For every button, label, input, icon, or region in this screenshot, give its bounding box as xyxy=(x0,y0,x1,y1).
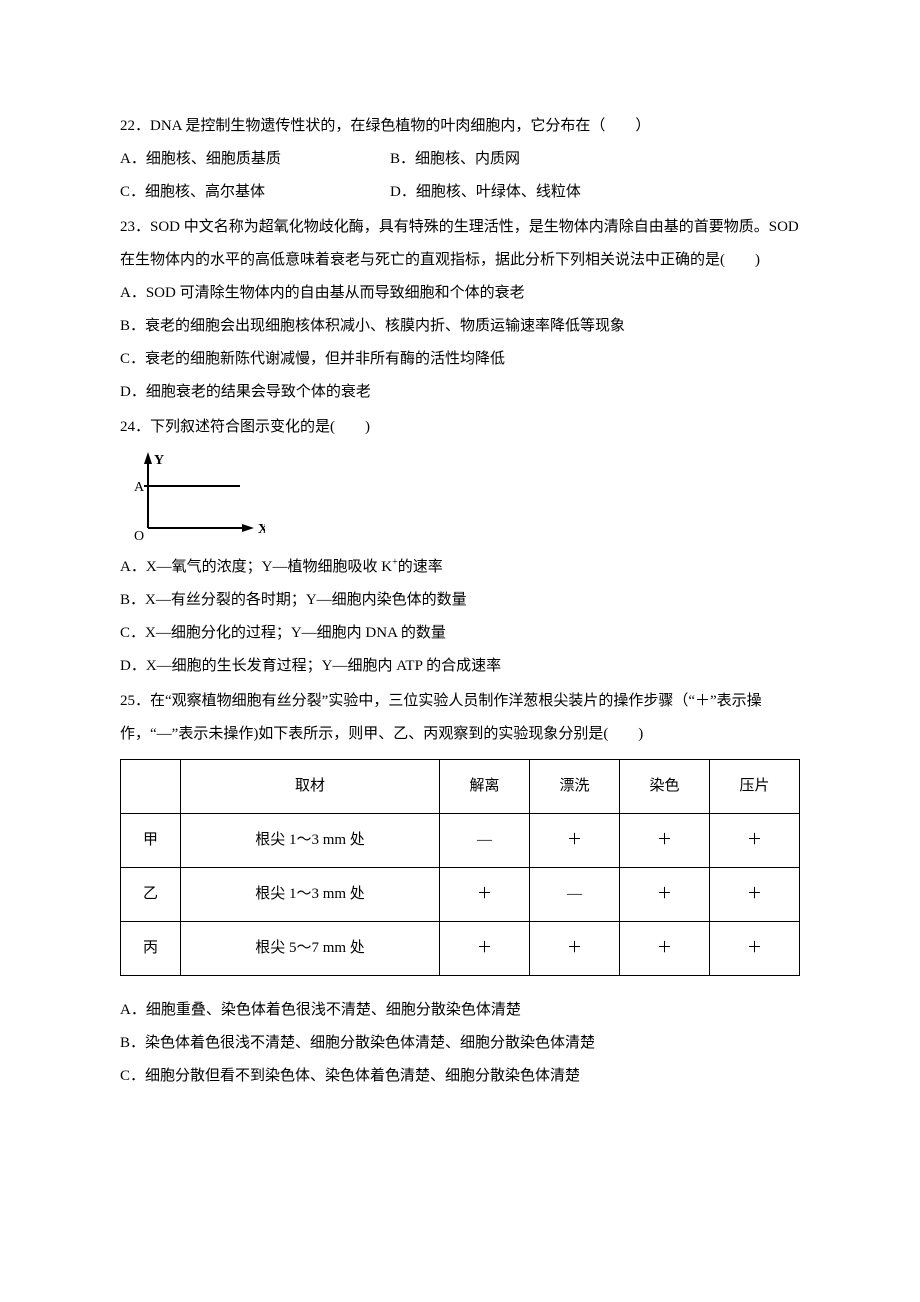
table-header-cell: 染色 xyxy=(620,760,710,814)
question-24: 24．下列叙述符合图示变化的是( ) Y X A O A．X—氧气的浓度；Y—植物细胞… xyxy=(120,411,800,683)
table-cell: ＋ xyxy=(620,868,710,922)
table-cell: ＋ xyxy=(620,922,710,976)
table-cell: ＋ xyxy=(620,814,710,868)
table-cell: 根尖 5～7 mm 处 xyxy=(181,922,440,976)
table-cell: ＋ xyxy=(440,922,530,976)
table-header-cell: 漂洗 xyxy=(530,760,620,814)
q23-opt-d: D．细胞衰老的结果会导致个体的衰老 xyxy=(120,376,800,409)
q22-opt-d: D．细胞核、叶绿体、线粒体 xyxy=(390,176,581,209)
table-cell: ＋ xyxy=(530,814,620,868)
table-header-cell: 压片 xyxy=(710,760,800,814)
svg-text:A: A xyxy=(134,480,145,495)
table-cell: ＋ xyxy=(710,922,800,976)
table-cell: — xyxy=(530,868,620,922)
table-cell: ＋ xyxy=(710,868,800,922)
table-cell: ＋ xyxy=(530,922,620,976)
q23-stem: 23．SOD 中文名称为超氧化物歧化酶，具有特殊的生理活性，是生物体内清除自由基… xyxy=(120,211,800,277)
svg-text:Y: Y xyxy=(154,453,164,468)
q22-opt-b: B．细胞核、内质网 xyxy=(390,143,520,176)
question-23: 23．SOD 中文名称为超氧化物歧化酶，具有特殊的生理活性，是生物体内清除自由基… xyxy=(120,211,800,409)
table-cell: 甲 xyxy=(121,814,181,868)
q25-table: 取材解离漂洗染色压片甲根尖 1～3 mm 处—＋＋＋乙根尖 1～3 mm 处＋—… xyxy=(120,759,800,976)
table-cell: ＋ xyxy=(440,868,530,922)
table-cell: ＋ xyxy=(710,814,800,868)
q23-opt-b: B．衰老的细胞会出现细胞核体积减小、核膜内折、物质运输速率降低等现象 xyxy=(120,310,800,343)
question-22: 22．DNA 是控制生物遗传性状的，在绿色植物的叶肉细胞内，它分布在（ ） A．… xyxy=(120,110,800,209)
table-cell: 丙 xyxy=(121,922,181,976)
q24-opt-c: C．X—细胞分化的过程；Y—细胞内 DNA 的数量 xyxy=(120,617,800,650)
table-row: 甲根尖 1～3 mm 处—＋＋＋ xyxy=(121,814,800,868)
q24-opt-a-post: 的速率 xyxy=(398,559,443,575)
table-cell: 根尖 1～3 mm 处 xyxy=(181,868,440,922)
q25-opt-b: B．染色体着色很浅不清楚、细胞分散染色体清楚、细胞分散染色体清楚 xyxy=(120,1027,800,1060)
q24-stem: 24．下列叙述符合图示变化的是( ) xyxy=(120,411,800,444)
q22-row-ab: A．细胞核、细胞质基质 B．细胞核、内质网 xyxy=(120,143,800,176)
table-cell: 乙 xyxy=(121,868,181,922)
q25-opt-c: C．细胞分散但看不到染色体、染色体着色清楚、细胞分散染色体清楚 xyxy=(120,1060,800,1093)
table-row: 乙根尖 1～3 mm 处＋—＋＋ xyxy=(121,868,800,922)
q22-row-cd: C．细胞核、高尔基体 D．细胞核、叶绿体、线粒体 xyxy=(120,176,800,209)
q22-stem: 22．DNA 是控制生物遗传性状的，在绿色植物的叶肉细胞内，它分布在（ ） xyxy=(120,110,800,143)
q24-opt-b: B．X—有丝分裂的各时期；Y—细胞内染色体的数量 xyxy=(120,584,800,617)
table-cell: — xyxy=(440,814,530,868)
table-row: 丙根尖 5～7 mm 处＋＋＋＋ xyxy=(121,922,800,976)
q24-opt-d: D．X—细胞的生长发育过程；Y—细胞内 ATP 的合成速率 xyxy=(120,650,800,683)
table-cell: 根尖 1～3 mm 处 xyxy=(181,814,440,868)
q22-opt-c: C．细胞核、高尔基体 xyxy=(120,176,390,209)
table-header-cell: 解离 xyxy=(440,760,530,814)
q25-opt-a: A．细胞重叠、染色体着色很浅不清楚、细胞分散染色体清楚 xyxy=(120,994,800,1027)
question-25: 25．在“观察植物细胞有丝分裂”实验中，三位实验人员制作洋葱根尖装片的操作步骤（… xyxy=(120,685,800,1093)
svg-text:X: X xyxy=(258,522,265,537)
q22-opt-a: A．细胞核、细胞质基质 xyxy=(120,143,390,176)
q24-opt-a-pre: A．X—氧气的浓度；Y—植物细胞吸收 K xyxy=(120,559,392,575)
svg-text:O: O xyxy=(134,529,144,544)
table-header-cell: 取材 xyxy=(181,760,440,814)
q23-opt-c: C．衰老的细胞新陈代谢减慢，但并非所有酶的活性均降低 xyxy=(120,343,800,376)
table-header-cell xyxy=(121,760,181,814)
q23-opt-a: A．SOD 可清除生物体内的自由基从而导致细胞和个体的衰老 xyxy=(120,277,800,310)
q24-opt-a: A．X—氧气的浓度；Y—植物细胞吸收 K+的速率 xyxy=(120,551,800,584)
q25-stem: 25．在“观察植物细胞有丝分裂”实验中，三位实验人员制作洋葱根尖装片的操作步骤（… xyxy=(120,685,800,751)
q24-chart: Y X A O xyxy=(120,450,265,545)
